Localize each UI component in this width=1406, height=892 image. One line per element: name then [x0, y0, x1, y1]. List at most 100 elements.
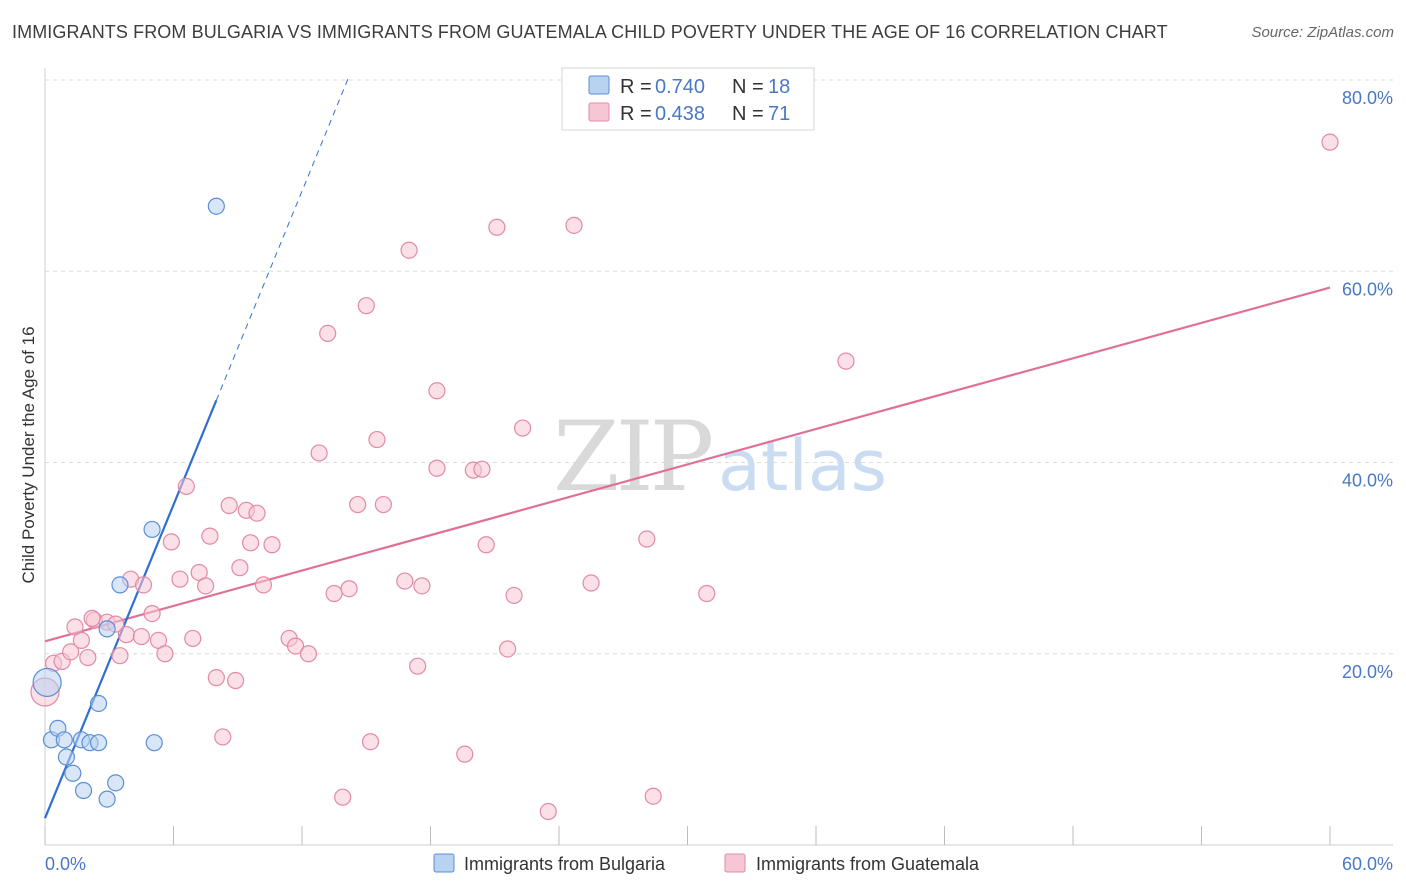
guatemala-point [79, 648, 97, 667]
guatemala-point [428, 382, 446, 400]
chart-title: IMMIGRANTS FROM BULGARIA VS IMMIGRANTS F… [12, 22, 1168, 42]
bulgaria-point [207, 197, 225, 215]
bottom-legend-swatch-bulgaria [433, 853, 455, 873]
watermark: ZIP atlas [553, 401, 887, 513]
guatemala-point [499, 640, 517, 658]
guatemala-point [1321, 133, 1339, 151]
guatemala-point [477, 536, 495, 554]
data-points [30, 133, 1339, 821]
legend: R = 0.740 N = 18 R = 0.438 N = 71 [561, 67, 815, 131]
guatemala-point [299, 645, 318, 663]
guatemala-point [473, 460, 491, 478]
guatemala-point [505, 586, 523, 605]
guatemala-point [325, 584, 343, 603]
guatemala-point [539, 802, 557, 821]
guatemala-point [286, 637, 305, 655]
y-tick-label: 40.0% [1342, 471, 1393, 491]
guatemala-point [201, 527, 219, 545]
watermark-zip: ZIP [553, 401, 712, 513]
guatemala-point [134, 576, 153, 594]
guatemala-point [837, 352, 855, 370]
bulgaria-point [98, 620, 116, 638]
guatemala-point [197, 577, 215, 595]
legend-swatch-bulgaria [588, 75, 610, 95]
guatemala-point [263, 536, 281, 554]
guatemala-point [83, 609, 101, 627]
trend-line-guatemala [44, 286, 1331, 643]
bulgaria-point [143, 520, 161, 539]
bulgaria-point [111, 576, 129, 594]
guatemala-point [644, 787, 662, 805]
bulgaria-point [55, 731, 73, 749]
guatemala-point [143, 604, 161, 623]
bottom-legend-label-guatemala: Immigrants from Guatemala [756, 854, 980, 874]
bulgaria-point [89, 734, 108, 752]
x-tick-label: 60.0% [1342, 854, 1393, 874]
bottom-legend-swatch-guatemala [724, 853, 746, 873]
legend-r-value-bulgaria: 0.740 [655, 76, 705, 98]
guatemala-point [132, 627, 150, 646]
bottom-legend: Immigrants from Bulgaria Immigrants from… [433, 853, 980, 874]
guatemala-point [368, 430, 386, 449]
guatemala-point [220, 496, 238, 515]
y-tick-label: 80.0% [1342, 88, 1393, 108]
guatemala-point [184, 629, 202, 648]
guatemala-point [62, 643, 80, 661]
legend-n-label-bulgaria: N = [732, 76, 764, 98]
y-tick-label: 60.0% [1342, 279, 1393, 299]
bulgaria-point [89, 694, 108, 713]
guatemala-point [409, 657, 427, 675]
guatemala-point [227, 671, 245, 690]
guatemala-point [400, 241, 418, 259]
guatemala-point [156, 645, 174, 663]
y-axis-title: Child Poverty Under the Age of 16 [19, 326, 38, 583]
guatemala-point [638, 530, 656, 548]
guatemala-point [456, 745, 474, 763]
guatemala-point [349, 495, 367, 514]
bulgaria-point [64, 764, 82, 782]
legend-r-value-guatemala: 0.438 [655, 103, 705, 125]
guatemala-point [254, 576, 273, 594]
legend-n-value-guatemala: 71 [768, 103, 790, 125]
legend-swatch-guatemala [588, 102, 610, 122]
x-tick-label: 0.0% [45, 854, 86, 874]
trend-line-bulgaria [43, 399, 218, 819]
axes [44, 68, 1393, 846]
guatemala-point [231, 559, 249, 577]
bulgaria-point [107, 774, 125, 792]
guatemala-point [488, 218, 506, 236]
guatemala-point [582, 574, 600, 592]
guatemala-point [361, 733, 380, 751]
guatemala-point [319, 324, 337, 343]
guatemala-point [513, 419, 532, 437]
bulgaria-point [98, 790, 116, 808]
guatemala-point [207, 669, 225, 687]
legend-r-label-bulgaria: R = [620, 76, 652, 98]
guatemala-point [357, 297, 375, 315]
trend-line-bulgaria-extension [215, 75, 350, 401]
guatemala-point [396, 572, 414, 590]
legend-n-label-guatemala: N = [732, 103, 764, 125]
guatemala-point [177, 477, 195, 496]
bulgaria-point [145, 734, 163, 752]
gridlines [45, 79, 1393, 655]
bottom-legend-label-bulgaria: Immigrants from Bulgaria [464, 854, 666, 874]
guatemala-point [374, 495, 392, 514]
source-credit: Source: ZipAtlas.com [1251, 24, 1394, 41]
guatemala-point [334, 788, 352, 806]
guatemala-point [310, 444, 328, 462]
tick-labels: 20.0% 40.0% 60.0% 80.0% 0.0% 60.0% [45, 88, 1393, 874]
guatemala-point [162, 533, 180, 551]
guatemala-point [428, 459, 446, 477]
guatemala-point [565, 216, 583, 234]
bulgaria-point [57, 748, 76, 766]
guatemala-point [214, 728, 232, 746]
legend-r-label-guatemala: R = [620, 103, 652, 125]
guatemala-point [248, 504, 266, 522]
bulgaria-point [32, 667, 62, 698]
guatemala-point [242, 534, 260, 552]
legend-n-value-bulgaria: 18 [768, 76, 790, 98]
guatemala-point [72, 631, 91, 649]
bulgaria-point [74, 781, 93, 800]
